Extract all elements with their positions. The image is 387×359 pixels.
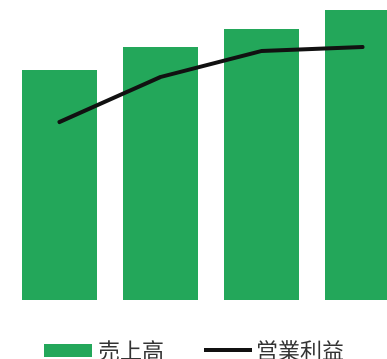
legend-bar-label: 売上高 [98, 340, 164, 359]
legend: 売上高 営業利益 [44, 340, 344, 359]
bar-1 [22, 70, 97, 300]
operating-profit-line [57, 45, 365, 124]
bars-layer [22, 10, 387, 300]
bar-4 [325, 10, 387, 300]
bar-3 [224, 29, 299, 300]
bar-2 [123, 47, 198, 300]
legend-bar-swatch [44, 344, 92, 357]
legend-line-label: 営業利益 [256, 340, 344, 359]
line-layer [57, 45, 365, 124]
